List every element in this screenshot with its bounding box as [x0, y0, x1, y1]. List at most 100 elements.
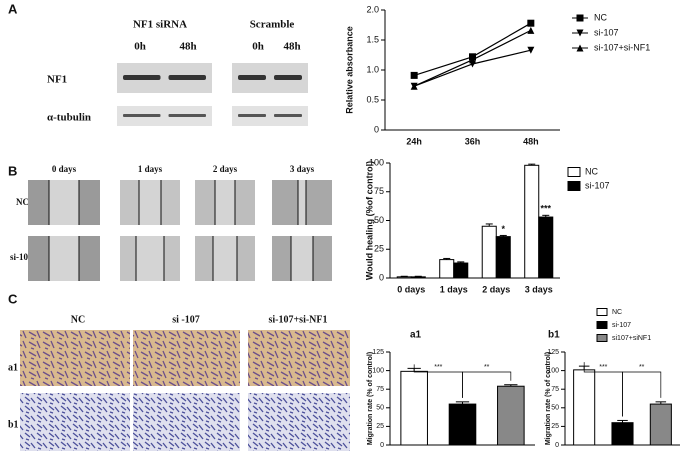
significance: ** [484, 364, 490, 371]
y-tick-label: 100 [372, 367, 384, 374]
wound-column: 3 days [290, 164, 315, 174]
y-axis-label: Relative absorbance [344, 26, 354, 114]
wound-row: NC [16, 197, 29, 207]
bar [396, 276, 412, 279]
y-tick-label: 1.0 [366, 64, 379, 74]
y-tick-label: 125 [547, 349, 559, 356]
transwell-image [20, 393, 130, 451]
significance: *** [599, 364, 607, 371]
x-tick-label: 48h [523, 136, 539, 146]
transwell-image [248, 393, 350, 451]
marker [527, 26, 535, 34]
y-axis-label: Migration rate (% of control) [545, 352, 552, 445]
legend-label: si-107 [585, 180, 610, 190]
bar [497, 385, 525, 446]
blot-band [168, 75, 206, 80]
wound-column: 0 days [52, 164, 77, 174]
bar [649, 403, 672, 446]
marker [469, 56, 476, 64]
legend-swatch [567, 181, 581, 191]
transwell-column: si-107+si-NF1 [268, 314, 327, 325]
transwell-row: b1 [8, 419, 19, 430]
line [413, 22, 532, 76]
wound-column: 2 days [213, 164, 238, 174]
blot-image [117, 106, 212, 126]
bar [481, 225, 497, 279]
legend-swatch [596, 308, 608, 316]
y-tick-label: 0 [379, 272, 384, 282]
legend-label: si-107 [594, 27, 619, 37]
transwell-column: NC [71, 314, 85, 325]
wound-gap [49, 236, 79, 281]
transwell-image [133, 393, 240, 451]
blot-row: α-tubulin [47, 112, 91, 124]
transwell-image [20, 330, 130, 386]
wound-column: 1 days [138, 164, 163, 174]
wound-gap [298, 180, 306, 225]
panel-label: C [8, 291, 18, 306]
legend-swatch [596, 334, 608, 342]
x-tick-label: 2 days [482, 284, 510, 294]
legend-label: NC [594, 12, 607, 22]
blot-group: NF1 siRNA [133, 19, 187, 31]
blot-band [168, 114, 206, 117]
y-tick-label: 25 [376, 423, 384, 430]
blot-band [123, 114, 161, 117]
chart-title: a1 [410, 330, 422, 341]
x-tick-label: 1 days [440, 284, 468, 294]
legend-swatch [567, 167, 581, 177]
x-tick-label: 24h [406, 136, 422, 146]
blot-image [232, 106, 308, 126]
significance: ** [639, 364, 645, 371]
transwell-row: a1 [8, 362, 18, 373]
y-tick-label: 75 [376, 386, 384, 393]
bar [448, 403, 477, 446]
legend-marker [576, 44, 584, 52]
y-tick-label: 50 [376, 405, 384, 412]
y-tick-label: 100 [369, 157, 384, 167]
significance-bracket [462, 371, 512, 398]
wound-gap [213, 236, 237, 281]
y-tick-label: 75 [374, 186, 384, 196]
marker [527, 19, 535, 27]
y-tick-label: 25 [551, 423, 559, 430]
y-axis-label: Migration rate (% of control) [367, 352, 374, 445]
y-axis-label: Would healing (%of control) [364, 161, 374, 280]
y-tick-label: 25 [374, 244, 384, 254]
transwell-image [248, 330, 350, 386]
legend-label: si-107 [612, 322, 631, 329]
significance: *** [434, 364, 442, 371]
blot-time: 0h [252, 41, 264, 53]
marker [410, 82, 418, 90]
significance: *** [541, 204, 552, 214]
bar [573, 369, 596, 446]
blot-band [274, 114, 302, 117]
x-tick-label: 3 days [525, 284, 553, 294]
blot-group: Scramble [250, 19, 295, 31]
bar [495, 236, 511, 279]
legend-label: si-107+si-NF1 [594, 42, 650, 52]
panel-label: B [8, 163, 17, 178]
legend-marker [576, 14, 584, 22]
legend-swatch [596, 321, 608, 329]
bar [538, 216, 554, 279]
significance: * [502, 224, 506, 234]
y-tick-label: 50 [374, 215, 384, 225]
panel-label: A [8, 1, 18, 16]
blot-time: 48h [179, 41, 196, 53]
blot-band [274, 75, 302, 80]
blot-row: NF1 [47, 74, 67, 86]
significance-bracket [622, 371, 662, 417]
marker [410, 71, 418, 79]
blot-time: 0h [134, 41, 146, 53]
legend-marker [576, 29, 584, 37]
y-tick-label: 0 [555, 442, 559, 449]
blot-time: 48h [283, 41, 300, 53]
x-tick-label: 0 days [397, 284, 425, 294]
bar [453, 262, 469, 279]
y-tick-label: 75 [551, 386, 559, 393]
transwell-image [133, 330, 240, 386]
marker [527, 46, 535, 54]
legend-label: NC [612, 309, 622, 316]
